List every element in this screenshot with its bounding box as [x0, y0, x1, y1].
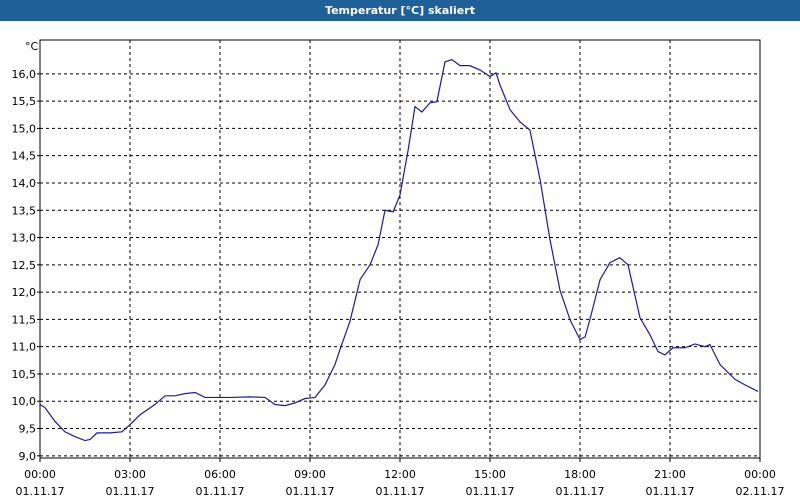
x-tick-label: 00:00 — [24, 468, 56, 481]
x-tick-date: 01.11.17 — [196, 485, 245, 498]
x-tick-date: 01.11.17 — [286, 485, 335, 498]
x-tick-date: 01.11.17 — [106, 485, 155, 498]
y-tick-label: 9,0 — [19, 450, 37, 463]
y-tick-label: 16,0 — [12, 68, 37, 81]
x-tick-date: 01.11.17 — [376, 485, 425, 498]
title-bar — [0, 0, 800, 21]
x-tick-label: 03:00 — [114, 468, 146, 481]
x-tick-date: 01.11.17 — [646, 485, 695, 498]
y-tick-label: 13,5 — [12, 204, 37, 217]
y-tick-label: 15,5 — [12, 95, 37, 108]
x-tick-label: 06:00 — [204, 468, 236, 481]
y-tick-label: 11,5 — [12, 313, 37, 326]
x-tick-label: 18:00 — [564, 468, 596, 481]
y-tick-label: 10,5 — [12, 368, 37, 381]
y-tick-label: 14,0 — [12, 177, 37, 190]
data-line — [39, 58, 759, 442]
x-tick-label: 21:00 — [654, 468, 686, 481]
y-tick-label: 13,0 — [12, 232, 37, 245]
y-unit: °C — [25, 40, 39, 53]
x-tick-date: 01.11.17 — [466, 485, 515, 498]
x-tick-label: 12:00 — [384, 468, 416, 481]
y-tick-label: 10,0 — [12, 395, 37, 408]
y-tick-label: 12,5 — [12, 259, 37, 272]
y-tick-label: 14,5 — [12, 150, 37, 163]
y-tick-label: 11,0 — [12, 341, 37, 354]
x-tick-date: 01.11.17 — [16, 485, 65, 498]
x-tick-date: 02.11.17 — [736, 485, 785, 498]
chart-title: Temperatur [°C] skaliert — [325, 4, 475, 17]
x-tick-label: 00:00 — [744, 468, 776, 481]
y-tick-label: 15,0 — [12, 122, 37, 135]
x-tick-label: 15:00 — [474, 468, 506, 481]
y-tick-label: 9,5 — [19, 423, 37, 436]
x-tick-date: 01.11.17 — [556, 485, 605, 498]
x-tick-label: 09:00 — [294, 468, 326, 481]
y-tick-label: 12,0 — [12, 286, 37, 299]
